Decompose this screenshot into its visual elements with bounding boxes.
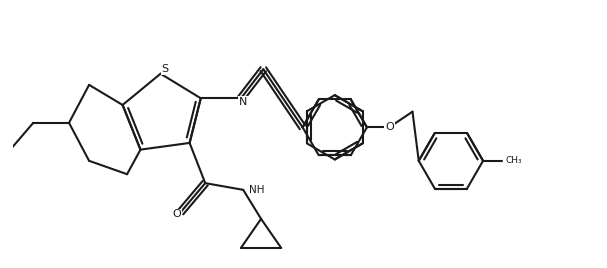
Text: CH₃: CH₃ (506, 156, 522, 165)
Text: N: N (239, 97, 248, 107)
Text: O: O (385, 122, 393, 132)
Text: S: S (161, 64, 169, 74)
Text: O: O (173, 209, 181, 219)
Text: NH: NH (248, 185, 264, 195)
